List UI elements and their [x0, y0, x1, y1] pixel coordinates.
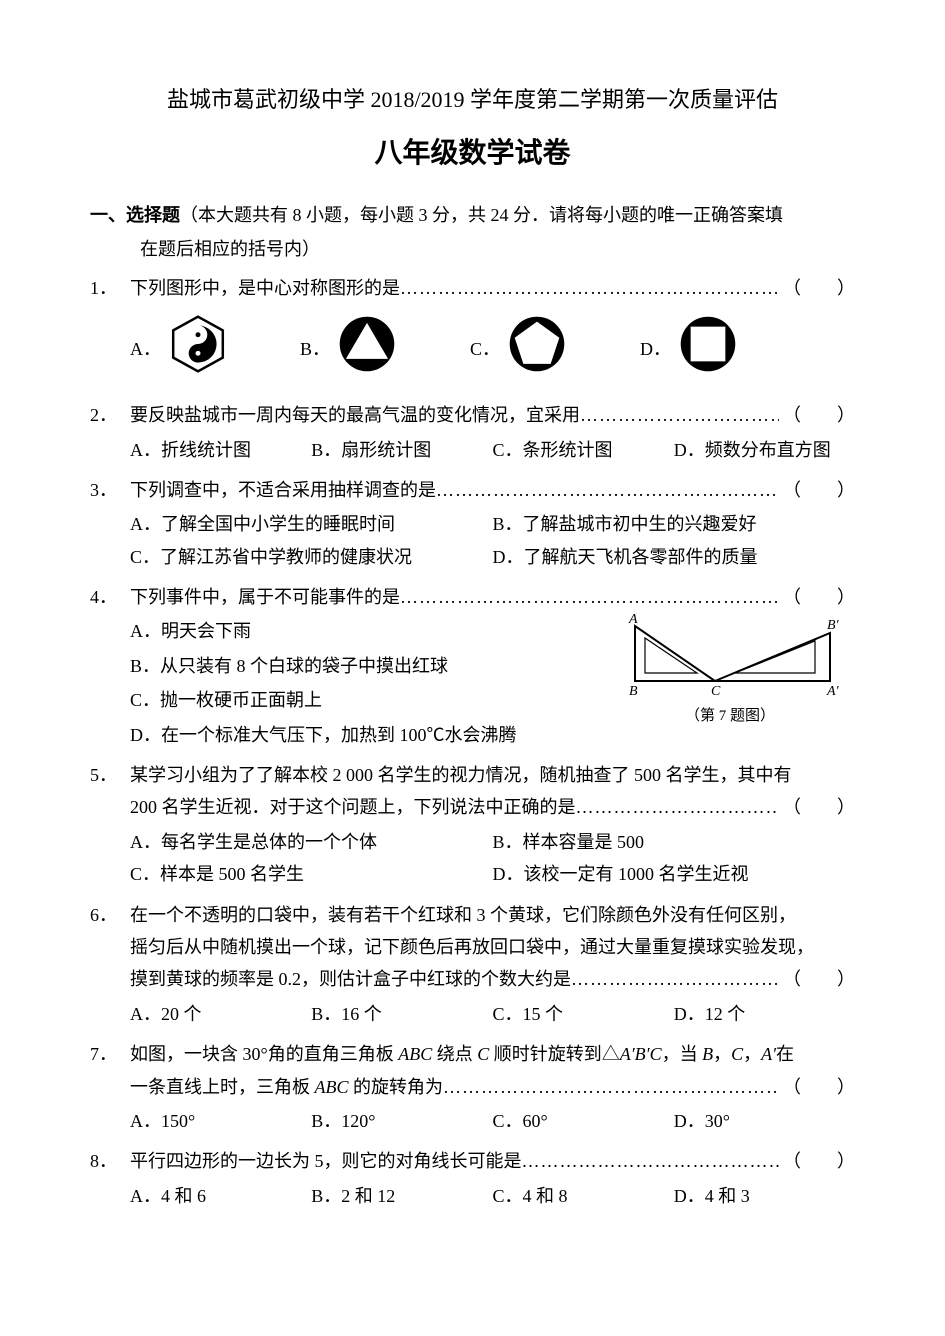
question-stem-line1: 在一个不透明的口袋中，装有若干个红球和 3 个黄球，它们除颜色外没有任何区别， — [130, 899, 855, 931]
option-a: A．折线统计图 — [130, 434, 311, 466]
option-c: C．4 和 8 — [493, 1180, 674, 1212]
dotted-leader: ………………………………………………………… — [400, 272, 779, 304]
option-label: A． — [130, 333, 161, 365]
option-c: C． — [470, 313, 640, 385]
question-stem-line2: 200 名学生近视．对于这个问题上，下列说法中正确的是 — [130, 791, 576, 823]
option-c: C．条形统计图 — [493, 434, 674, 466]
option-a: A．每名学生是总体的一个个体 — [130, 826, 493, 858]
option-d: D．了解航天飞机各零部件的质量 — [493, 541, 856, 573]
section-1-label: 一、选择题 — [90, 205, 180, 225]
dotted-leader: ………………………………………………………… — [522, 1145, 780, 1177]
option-a: A． — [130, 313, 300, 385]
figure-label-c: C — [711, 684, 721, 699]
dotted-leader: ………………………………………………………… — [576, 791, 780, 823]
option-a: A．了解全国中小学生的睡眠时间 — [130, 508, 493, 540]
question-stem: 要反映盐城市一周内每天的最高气温的变化情况，宜采用 — [130, 399, 580, 431]
question-3: 3． 下列调查中，不适合采用抽样调查的是 …………………………………………………… — [90, 474, 855, 575]
answer-paren: （ ） — [779, 399, 855, 431]
circle-triangle-icon — [336, 313, 398, 385]
figure-label-a: A — [628, 612, 638, 627]
dotted-leader: ………………………………………………………… — [436, 474, 779, 506]
option-label: D． — [640, 333, 671, 365]
question-2: 2． 要反映盐城市一周内每天的最高气温的变化情况，宜采用 ……………………………… — [90, 399, 855, 468]
page-title-sub: 八年级数学试卷 — [90, 128, 855, 178]
question-stem-line2: 一条直线上时，三角板 ABC 的旋转角为 — [130, 1071, 443, 1103]
figure-q7: A B C B′ A′ （第 7 题图） — [615, 611, 845, 730]
answer-paren: （ ） — [779, 963, 855, 995]
option-d: D．4 和 3 — [674, 1180, 855, 1212]
figure-label-bp: B′ — [827, 618, 840, 633]
option-b: B．16 个 — [311, 998, 492, 1030]
question-number: 2． — [90, 399, 130, 431]
page-title-main: 盐城市葛武初级中学 2018/2019 学年度第二学期第一次质量评估 — [90, 80, 855, 120]
option-a: A．20 个 — [130, 998, 311, 1030]
option-a: A．150° — [130, 1105, 311, 1137]
question-stem-line3: 摸到黄球的频率是 0.2，则估计盒子中红球的个数大约是 — [130, 963, 571, 995]
question-4: 4． 下列事件中，属于不可能事件的是 ………………………………………………………… — [90, 581, 855, 753]
question-number: 8． — [90, 1145, 130, 1177]
question-number: 4． — [90, 581, 130, 613]
answer-paren: （ ） — [779, 1071, 855, 1103]
answer-paren: （ ） — [779, 581, 855, 613]
hexagon-yinyang-icon — [167, 313, 229, 385]
question-stem-line2: 摇匀后从中随机摸出一个球，记下颜色后再放回口袋中，通过大量重复摸球实验发现， — [130, 931, 855, 963]
dotted-leader: ………………………………………………………… — [571, 963, 779, 995]
question-number: 3． — [90, 474, 130, 506]
option-b: B． — [300, 313, 470, 385]
figure-label-b: B — [629, 684, 638, 699]
option-c: C．15 个 — [493, 998, 674, 1030]
circle-pentagon-icon — [506, 313, 568, 385]
question-5: 5． 某学习小组为了了解本校 2 000 名学生的视力情况，随机抽查了 500 … — [90, 759, 855, 893]
option-label: B． — [300, 333, 330, 365]
option-d: D．12 个 — [674, 998, 855, 1030]
dotted-leader: ………………………………………………………… — [400, 581, 779, 613]
question-stem: 下列调查中，不适合采用抽样调查的是 — [130, 474, 436, 506]
answer-paren: （ ） — [779, 791, 855, 823]
dotted-leader: ………………………………………………………… — [580, 399, 779, 431]
circle-square-icon — [677, 313, 739, 385]
option-c: C．了解江苏省中学教师的健康状况 — [130, 541, 493, 573]
question-number: 7． — [90, 1038, 130, 1070]
option-d: D．30° — [674, 1105, 855, 1137]
question-stem: 平行四边形的一边长为 5，则它的对角线长可能是 — [130, 1145, 522, 1177]
question-stem-line1: 某学习小组为了了解本校 2 000 名学生的视力情况，随机抽查了 500 名学生… — [130, 759, 855, 791]
section-1-desc-line2: 在题后相应的括号内） — [90, 232, 855, 266]
option-d: D．该校一定有 1000 名学生近视 — [493, 858, 856, 890]
question-stem-line1: 如图，一块含 30°角的直角三角板 ABC 绕点 C 顺时针旋转到△A′B′C，… — [130, 1038, 855, 1070]
answer-paren: （ ） — [779, 474, 855, 506]
option-b: B．了解盐城市初中生的兴趣爱好 — [493, 508, 856, 540]
option-d: D．频数分布直方图 — [674, 434, 855, 466]
option-a: A．4 和 6 — [130, 1180, 311, 1212]
option-b: B．2 和 12 — [311, 1180, 492, 1212]
section-1-desc: （本大题共有 8 小题，每小题 3 分，共 24 分．请将每小题的唯一正确答案填 — [180, 205, 783, 225]
answer-paren: （ ） — [779, 1145, 855, 1177]
question-stem: 下列事件中，属于不可能事件的是 — [130, 581, 400, 613]
figure-caption: （第 7 题图） — [615, 703, 845, 730]
dotted-leader: ………………………………………………………… — [443, 1071, 779, 1103]
option-b: B．120° — [311, 1105, 492, 1137]
question-number: 5． — [90, 759, 130, 791]
question-6: 6． 在一个不透明的口袋中，装有若干个红球和 3 个黄球，它们除颜色外没有任何区… — [90, 899, 855, 1033]
figure-label-ap: A′ — [826, 684, 840, 699]
option-b: B．样本容量是 500 — [493, 826, 856, 858]
answer-paren: （ ） — [779, 272, 855, 304]
option-c: C．60° — [493, 1105, 674, 1137]
question-7: 7． 如图，一块含 30°角的直角三角板 ABC 绕点 C 顺时针旋转到△A′B… — [90, 1038, 855, 1139]
question-1: 1． 下列图形中，是中心对称图形的是 ………………………………………………………… — [90, 272, 855, 393]
question-8: 8． 平行四边形的一边长为 5，则它的对角线长可能是 …………………………………… — [90, 1145, 855, 1214]
option-b: B．扇形统计图 — [311, 434, 492, 466]
section-1-header: 一、选择题（本大题共有 8 小题，每小题 3 分，共 24 分．请将每小题的唯一… — [90, 198, 855, 266]
question-stem: 下列图形中，是中心对称图形的是 — [130, 272, 400, 304]
option-d: D． — [640, 313, 810, 385]
option-c: C．样本是 500 名学生 — [130, 858, 493, 890]
question-number: 6． — [90, 899, 130, 931]
question-number: 1． — [90, 272, 130, 304]
option-label: C． — [470, 333, 500, 365]
